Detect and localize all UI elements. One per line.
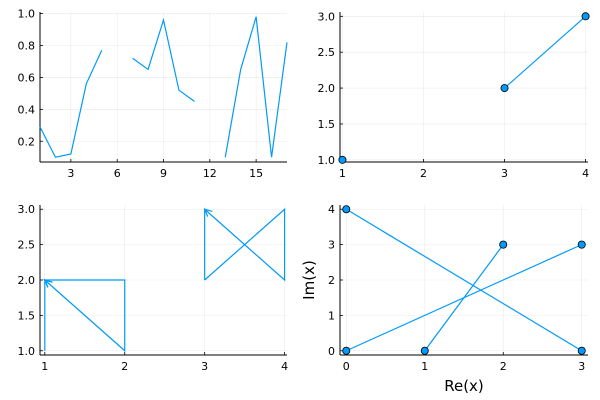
x-tick-label: 1 <box>421 360 428 373</box>
data-point <box>500 84 509 93</box>
series-line <box>43 278 126 353</box>
data-point <box>577 346 586 355</box>
y-tick-label: 1.5 <box>18 309 36 322</box>
x-axis-label: Re(x) <box>444 377 484 395</box>
x-tick-label: 1 <box>339 167 346 180</box>
y-tick-label: 3 <box>328 239 335 252</box>
x-tick-label: 0 <box>343 360 350 373</box>
data-point <box>338 155 347 164</box>
x-tick-label: 12 <box>203 167 217 180</box>
x-tick-label: 6 <box>114 167 121 180</box>
data-point <box>342 205 351 214</box>
y-tick-label: 3.0 <box>318 10 336 23</box>
series-line <box>39 50 103 158</box>
y-tick-label: 2.0 <box>318 82 336 95</box>
y-tick-label: 1 <box>328 309 335 322</box>
y-tick-label: 2.0 <box>18 274 36 287</box>
data-point <box>342 346 351 355</box>
data-point <box>420 346 429 355</box>
x-tick-label: 2 <box>121 360 128 373</box>
x-tick-label: 3 <box>501 167 508 180</box>
y-tick-label: 0.2 <box>18 135 36 148</box>
subplot-2: 1 2 3 4 1.0 1.5 2.0 2.5 3.0 <box>318 10 590 180</box>
y-tick-label: 0 <box>328 345 335 358</box>
data-point <box>581 12 590 21</box>
x-tick-label: 9 <box>160 167 167 180</box>
x-tick-label: 3 <box>578 360 585 373</box>
series-line <box>224 16 288 158</box>
y-tick-label: 2 <box>328 274 335 287</box>
y-tick-label: 0.6 <box>18 71 36 84</box>
subplot-3: 1 2 3 4 1.0 1.5 2.0 2.5 3.0 <box>18 203 289 373</box>
y-axis-label: Im(x) <box>300 260 318 300</box>
subplot-4: 0 1 2 3 0 1 2 3 4 Re(x) Im(x) <box>300 203 588 395</box>
arrowhead <box>203 208 213 217</box>
y-tick-label: 1.5 <box>318 118 336 131</box>
y-tick-label: 1.0 <box>18 345 36 358</box>
x-tick-label: 4 <box>582 167 589 180</box>
x-tick-label: 1 <box>41 360 48 373</box>
series-line <box>204 207 286 282</box>
y-tick-label: 1.0 <box>18 8 36 21</box>
x-tick-label: 2 <box>420 167 427 180</box>
y-tick-label: 2.5 <box>318 46 336 59</box>
series-line <box>504 15 586 89</box>
subplot-1: 3 6 9 12 15 0.2 0.4 0.6 0.8 1.0 <box>18 8 288 180</box>
x-tick-label: 3 <box>201 360 208 373</box>
y-tick-label: 2.5 <box>18 239 36 252</box>
series-line <box>424 244 504 352</box>
series-line <box>132 17 195 102</box>
x-tick-label: 3 <box>67 167 74 180</box>
data-point <box>499 240 508 249</box>
y-tick-label: 0.8 <box>18 40 36 53</box>
y-tick-label: 0.4 <box>18 103 36 116</box>
x-tick-label: 4 <box>281 360 288 373</box>
y-tick-label: 4 <box>328 203 335 216</box>
y-tick-label: 3.0 <box>18 203 36 216</box>
arrowhead <box>43 279 53 288</box>
x-tick-label: 2 <box>500 360 507 373</box>
x-tick-label: 15 <box>249 167 263 180</box>
y-tick-label: 1.0 <box>318 154 336 167</box>
data-point <box>577 240 586 249</box>
series-line <box>345 208 583 352</box>
